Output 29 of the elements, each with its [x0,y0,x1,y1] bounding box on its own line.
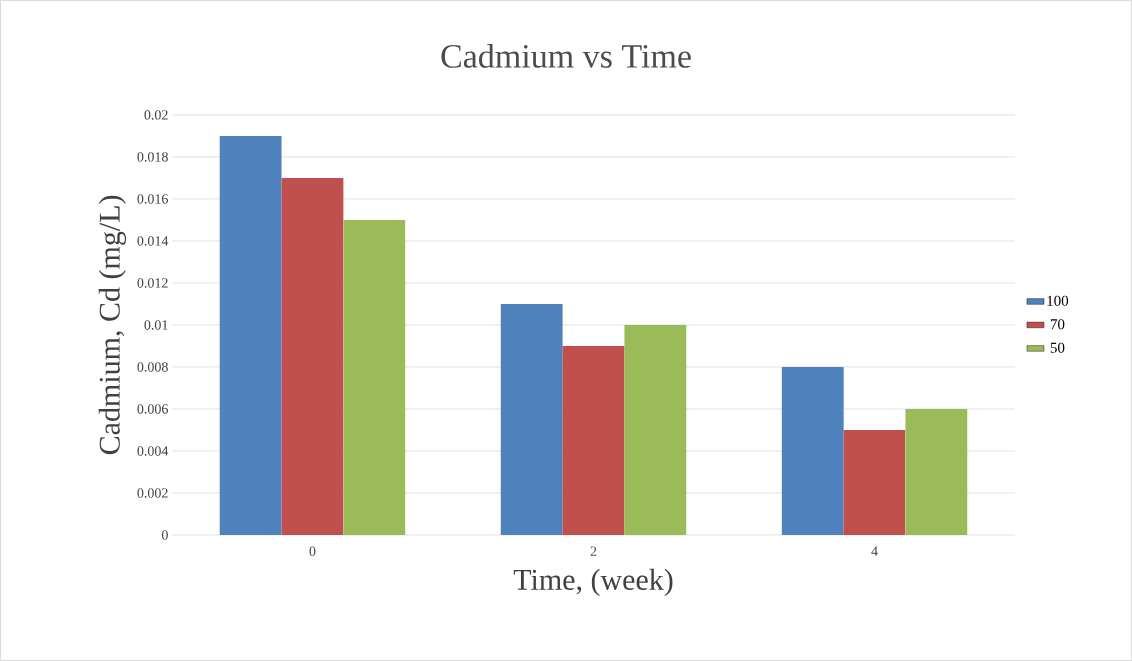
y-tick-label: 0.014 [137,236,169,246]
bar [624,325,687,536]
y-tick-label: 0.002 [137,488,168,498]
y-tick-label: 0.016 [137,194,168,204]
y-tick-label: 0.012 [137,278,168,288]
bar [562,346,625,536]
y-tick-label: 0 [161,530,168,540]
y-tick-label: 0.008 [137,362,168,372]
bar [281,177,344,536]
bar [219,135,282,536]
legend-label: 70 [1050,319,1065,330]
y-tick-label: 0.02 [144,110,168,120]
y-tick-label: 0.018 [137,152,168,162]
y-axis-title: Cadmium, Cd (mg/L) [98,195,127,455]
bar [905,409,968,536]
legend-label: 50 [1050,342,1065,353]
y-tick-label: 0.006 [137,404,168,414]
bar [843,430,906,536]
chart-title: Cadmium vs Time [441,43,691,68]
y-tick-label: 0.004 [137,446,169,456]
x-tick-label: 2 [590,546,597,556]
y-tick-label: 0.01 [144,320,168,330]
legend-label: 100 [1047,295,1069,306]
x-tick-label: 0 [309,546,316,557]
bar [781,367,844,536]
bar [500,303,563,536]
x-axis-title: Time, (week) [513,568,673,597]
bar [343,219,406,536]
x-tick-label: 4 [871,546,878,556]
